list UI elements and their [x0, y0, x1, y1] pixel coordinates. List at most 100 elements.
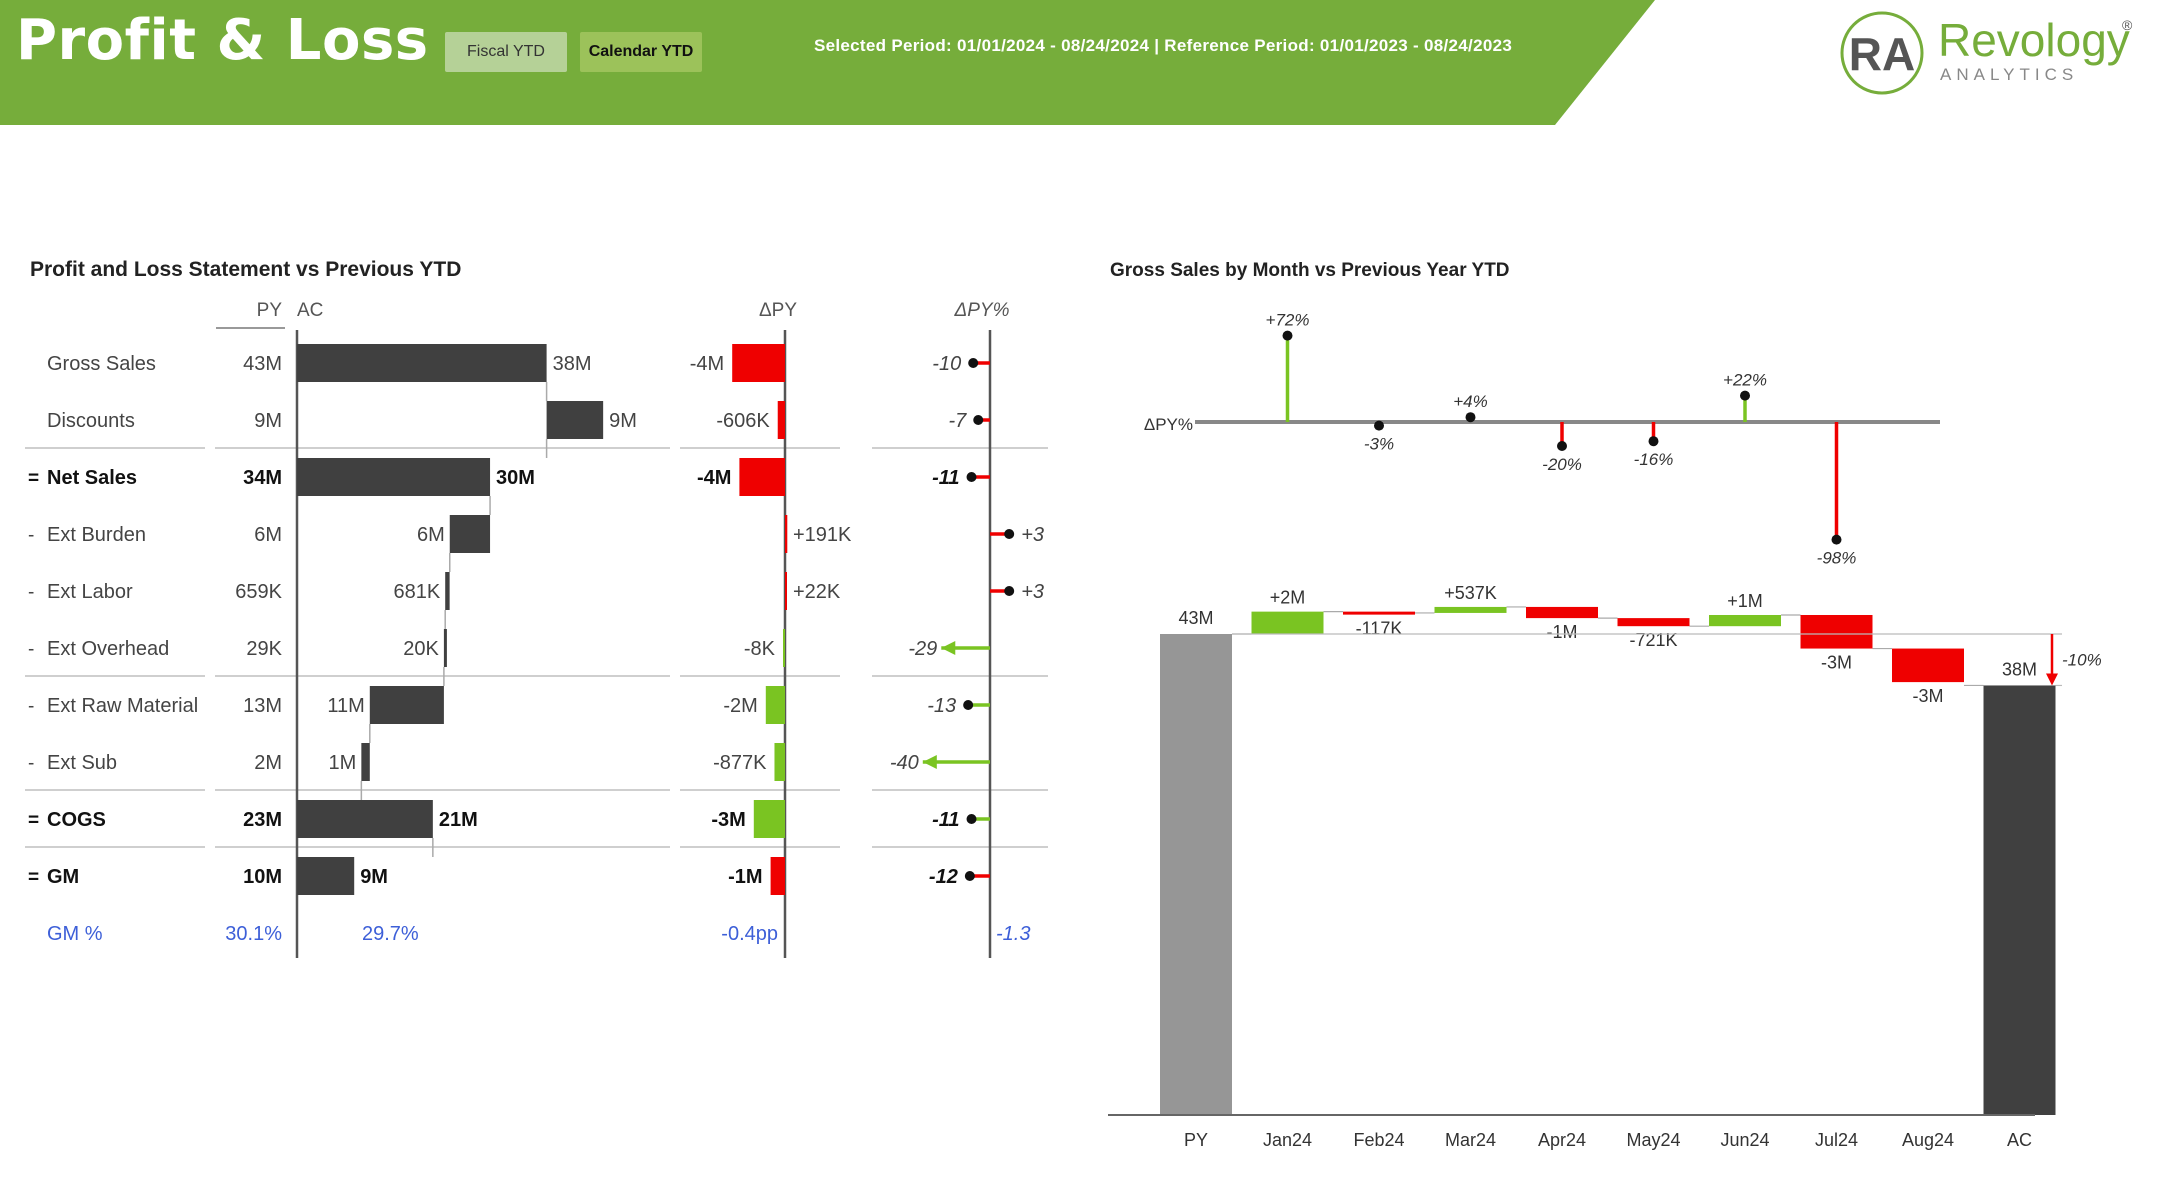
variance-arrow-head	[2046, 673, 2058, 686]
calendar-ytd-button[interactable]: Calendar YTD	[580, 32, 702, 72]
gm-pct-dpyp: -1.3	[996, 923, 1030, 945]
waterfall-py-label: 43M	[1178, 608, 1213, 628]
waterfall-delta-label: +2M	[1270, 588, 1306, 608]
dpy-bar	[765, 686, 785, 724]
waterfall-delta-bar	[1251, 611, 1324, 634]
dpy-bar	[774, 743, 785, 781]
registered-mark: ®	[2122, 17, 2133, 33]
ac-bar	[369, 686, 444, 724]
waterfall-delta-label: -3M	[1913, 686, 1944, 706]
pl-statement-chart: PY AC ΔPY ΔPY% Gross Sales 43M 38M -4M -10 Discou…	[25, 300, 1048, 958]
row-ac-value: 9M	[609, 410, 637, 432]
row-dpy-value: +191K	[793, 524, 852, 546]
pin-dot	[1557, 441, 1567, 451]
row-py-value: 13M	[243, 695, 282, 717]
row-dpyp-value: -40	[890, 752, 919, 774]
row-dpy-value: -2M	[723, 695, 757, 717]
waterfall-delta-bar	[1892, 648, 1964, 683]
row-dpyp-value: -10	[932, 353, 961, 375]
x-tick-label: Apr24	[1538, 1130, 1586, 1150]
row-dpyp-value: -7	[948, 410, 967, 432]
dpyp-dot	[1004, 586, 1015, 596]
row-prefix: -	[28, 696, 34, 717]
row-prefix: -	[28, 753, 34, 774]
pin-label: +72%	[1266, 311, 1310, 330]
row-py-value: 2M	[254, 752, 282, 774]
row-dpyp-value: -12	[929, 866, 958, 888]
row-prefix: =	[28, 867, 39, 888]
dpy-bar	[770, 857, 785, 895]
dpy-bar	[783, 629, 785, 667]
row-dpyp-value: -13	[927, 695, 956, 717]
row-dpy-value: -1M	[728, 866, 762, 888]
ac-bar	[445, 572, 450, 610]
pin-label: +4%	[1453, 392, 1488, 411]
row-ac-value: 9M	[360, 866, 388, 888]
row-label: Ext Labor	[47, 581, 133, 603]
row-ac-value: 38M	[553, 353, 592, 375]
waterfall-chart-title: Gross Sales by Month vs Previous Year YT…	[1110, 260, 1510, 281]
dpy-bar	[777, 401, 785, 439]
x-tick-label: Feb24	[1353, 1130, 1404, 1150]
x-tick-label: Jan24	[1263, 1130, 1312, 1150]
row-dpyp-value: -11	[932, 467, 959, 489]
row-ac-value: 21M	[439, 809, 478, 831]
row-py-value: 9M	[254, 410, 282, 432]
row-label: Ext Sub	[47, 752, 117, 774]
col-header-dpyp: ΔPY%	[954, 300, 1010, 321]
waterfall-ac-bar	[1983, 685, 2056, 1115]
gm-pct-dpy: -0.4pp	[721, 923, 778, 945]
pin-dot	[1282, 330, 1293, 341]
waterfall-delta-bar	[1800, 614, 1873, 649]
row-dpy-value: +22K	[793, 581, 841, 603]
ac-bar	[546, 401, 604, 439]
header-banner	[0, 0, 1655, 125]
col-header-ac: AC	[297, 300, 323, 321]
dpy-bar	[785, 515, 788, 553]
pin-dot	[1740, 390, 1750, 401]
waterfall-py-bar	[1160, 634, 1232, 1115]
ac-bar	[449, 515, 491, 553]
row-dpyp-value: +3	[1021, 581, 1044, 603]
row-dpy-value: -8K	[744, 638, 776, 660]
row-py-value: 10M	[243, 866, 282, 888]
gm-pct-ac: 29.7%	[362, 923, 419, 945]
row-ac-value: 20K	[403, 638, 439, 660]
variance-label: -10%	[2062, 651, 2102, 670]
dpy-bar	[753, 800, 785, 838]
waterfall-delta-label: -721K	[1629, 630, 1677, 650]
row-label: Ext Burden	[47, 524, 146, 546]
dpy-bar	[785, 572, 787, 610]
logo-mark: RA	[1849, 28, 1915, 80]
ac-bar	[361, 743, 370, 781]
ac-bar	[297, 800, 433, 838]
pin-label: -16%	[1634, 450, 1674, 469]
row-label: GM	[47, 866, 79, 888]
page-title: Profit & Loss	[16, 8, 429, 73]
row-dpy-value: -3M	[711, 809, 745, 831]
row-prefix: =	[28, 468, 39, 489]
row-dpy-value: -4M	[690, 353, 724, 375]
row-label: Discounts	[47, 410, 135, 432]
row-py-value: 43M	[243, 353, 282, 375]
row-ac-value: 11M	[327, 695, 364, 717]
col-header-dpy: ΔPY	[759, 300, 797, 321]
fiscal-ytd-button[interactable]: Fiscal YTD	[445, 32, 567, 72]
row-label: Net Sales	[47, 467, 137, 489]
pin-dot	[1648, 436, 1659, 447]
waterfall-delta-label: -3M	[1821, 653, 1852, 673]
ac-bar	[297, 458, 491, 496]
waterfall-delta-bar	[1617, 618, 1690, 627]
row-py-value: 34M	[243, 467, 282, 489]
row-py-value: 23M	[243, 809, 282, 831]
pin-dot	[1831, 534, 1842, 545]
gm-pct-py: 30.1%	[225, 923, 282, 945]
waterfall-delta-label: +1M	[1727, 591, 1763, 611]
row-ac-value: 681K	[393, 581, 440, 603]
dpyp-arrowhead	[941, 641, 956, 655]
pin-axis-label: ΔPY%	[1144, 415, 1193, 434]
row-dpy-value: -606K	[716, 410, 770, 432]
row-dpyp-value: -11	[932, 809, 959, 831]
waterfall-ac-label: 38M	[2002, 659, 2037, 679]
dpyp-dot	[1004, 529, 1015, 539]
